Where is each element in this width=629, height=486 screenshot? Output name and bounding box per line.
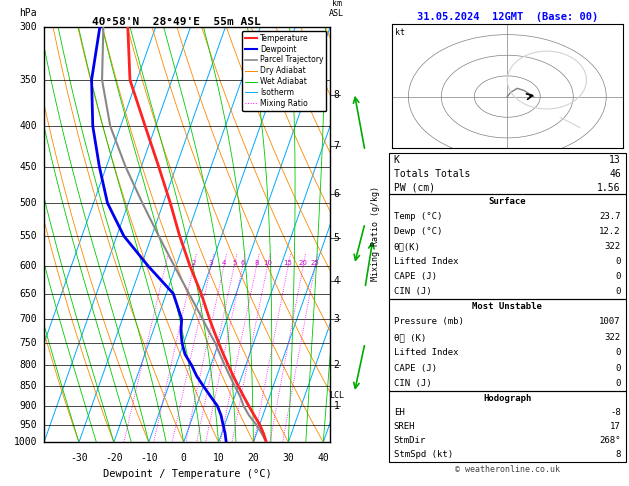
Text: StmSpd (kt): StmSpd (kt): [394, 450, 453, 459]
Text: 350: 350: [19, 75, 37, 85]
Text: 6: 6: [240, 260, 245, 266]
Text: 20: 20: [299, 260, 308, 266]
Text: 7: 7: [334, 141, 340, 151]
Text: 20: 20: [248, 452, 259, 463]
Text: 450: 450: [19, 162, 37, 172]
Text: 700: 700: [19, 314, 37, 324]
Text: Most Unstable: Most Unstable: [472, 302, 542, 311]
Text: -8: -8: [610, 408, 621, 417]
Text: 6: 6: [334, 189, 340, 199]
Text: Mixing Ratio (g/kg): Mixing Ratio (g/kg): [371, 186, 380, 281]
Text: 400: 400: [19, 121, 37, 131]
Text: 750: 750: [19, 338, 37, 348]
Text: Totals Totals: Totals Totals: [394, 169, 470, 179]
Text: 600: 600: [19, 261, 37, 271]
Text: kt: kt: [395, 28, 405, 36]
Text: 5: 5: [232, 260, 237, 266]
Text: © weatheronline.co.uk: © weatheronline.co.uk: [455, 465, 560, 474]
Text: EH: EH: [394, 408, 404, 417]
Text: Dewp (°C): Dewp (°C): [394, 227, 442, 236]
Text: 8: 8: [334, 90, 340, 101]
Text: 950: 950: [19, 419, 37, 430]
Text: 800: 800: [19, 360, 37, 370]
Text: 10: 10: [263, 260, 272, 266]
Text: Temp (°C): Temp (°C): [394, 212, 442, 221]
Text: Lifted Index: Lifted Index: [394, 257, 459, 266]
Text: 40°58'N  28°49'E  55m ASL: 40°58'N 28°49'E 55m ASL: [92, 17, 260, 27]
Text: 1.56: 1.56: [598, 183, 621, 192]
Text: 850: 850: [19, 381, 37, 391]
Text: 8: 8: [254, 260, 259, 266]
Text: Dewpoint / Temperature (°C): Dewpoint / Temperature (°C): [103, 469, 272, 479]
Text: 300: 300: [19, 22, 37, 32]
Text: StmDir: StmDir: [394, 436, 426, 445]
Text: PW (cm): PW (cm): [394, 183, 435, 192]
Text: 2: 2: [191, 260, 196, 266]
Text: -20: -20: [105, 452, 123, 463]
Text: LCL: LCL: [329, 391, 344, 400]
Text: 4: 4: [222, 260, 226, 266]
Text: Lifted Index: Lifted Index: [394, 348, 459, 357]
Text: 46: 46: [609, 169, 621, 179]
Text: 1: 1: [334, 401, 340, 411]
Text: 550: 550: [19, 231, 37, 241]
Text: 0: 0: [615, 287, 621, 296]
Text: 1007: 1007: [599, 317, 621, 327]
Text: 322: 322: [604, 242, 621, 251]
Text: hPa: hPa: [19, 8, 37, 18]
Text: 0: 0: [615, 348, 621, 357]
Text: 650: 650: [19, 289, 37, 298]
Text: CAPE (J): CAPE (J): [394, 364, 437, 373]
Text: 900: 900: [19, 401, 37, 411]
Text: 0: 0: [181, 452, 187, 463]
Text: Surface: Surface: [489, 197, 526, 207]
Text: 2: 2: [334, 360, 340, 370]
Text: θᴄ (K): θᴄ (K): [394, 333, 426, 342]
Text: 10: 10: [213, 452, 225, 463]
Text: 5: 5: [334, 233, 340, 243]
Text: 0: 0: [615, 257, 621, 266]
Text: Pressure (mb): Pressure (mb): [394, 317, 464, 327]
Text: km
ASL: km ASL: [329, 0, 344, 18]
Text: -10: -10: [140, 452, 157, 463]
Text: -30: -30: [70, 452, 87, 463]
Text: CIN (J): CIN (J): [394, 379, 431, 388]
Text: θᴄ(K): θᴄ(K): [394, 242, 421, 251]
Text: CAPE (J): CAPE (J): [394, 272, 437, 281]
Text: 8: 8: [615, 450, 621, 459]
Text: 25: 25: [311, 260, 320, 266]
Text: 31.05.2024  12GMT  (Base: 00): 31.05.2024 12GMT (Base: 00): [416, 12, 598, 22]
Text: CIN (J): CIN (J): [394, 287, 431, 296]
Text: 40: 40: [318, 452, 329, 463]
Text: 0: 0: [615, 379, 621, 388]
Text: 13: 13: [609, 155, 621, 165]
Text: K: K: [394, 155, 399, 165]
Text: 15: 15: [284, 260, 292, 266]
Text: 500: 500: [19, 198, 37, 208]
Text: 12.2: 12.2: [599, 227, 621, 236]
Text: 3: 3: [334, 314, 340, 324]
Text: 1000: 1000: [13, 437, 37, 447]
Text: 0: 0: [615, 272, 621, 281]
Text: 3: 3: [209, 260, 213, 266]
Text: 23.7: 23.7: [599, 212, 621, 221]
Text: 0: 0: [615, 364, 621, 373]
Text: 17: 17: [610, 422, 621, 431]
Text: 322: 322: [604, 333, 621, 342]
Text: 268°: 268°: [599, 436, 621, 445]
Text: 30: 30: [282, 452, 294, 463]
Text: SREH: SREH: [394, 422, 415, 431]
Text: 4: 4: [334, 276, 340, 286]
Text: Hodograph: Hodograph: [483, 394, 532, 403]
Legend: Temperature, Dewpoint, Parcel Trajectory, Dry Adiabat, Wet Adiabat, Isotherm, Mi: Temperature, Dewpoint, Parcel Trajectory…: [242, 31, 326, 111]
